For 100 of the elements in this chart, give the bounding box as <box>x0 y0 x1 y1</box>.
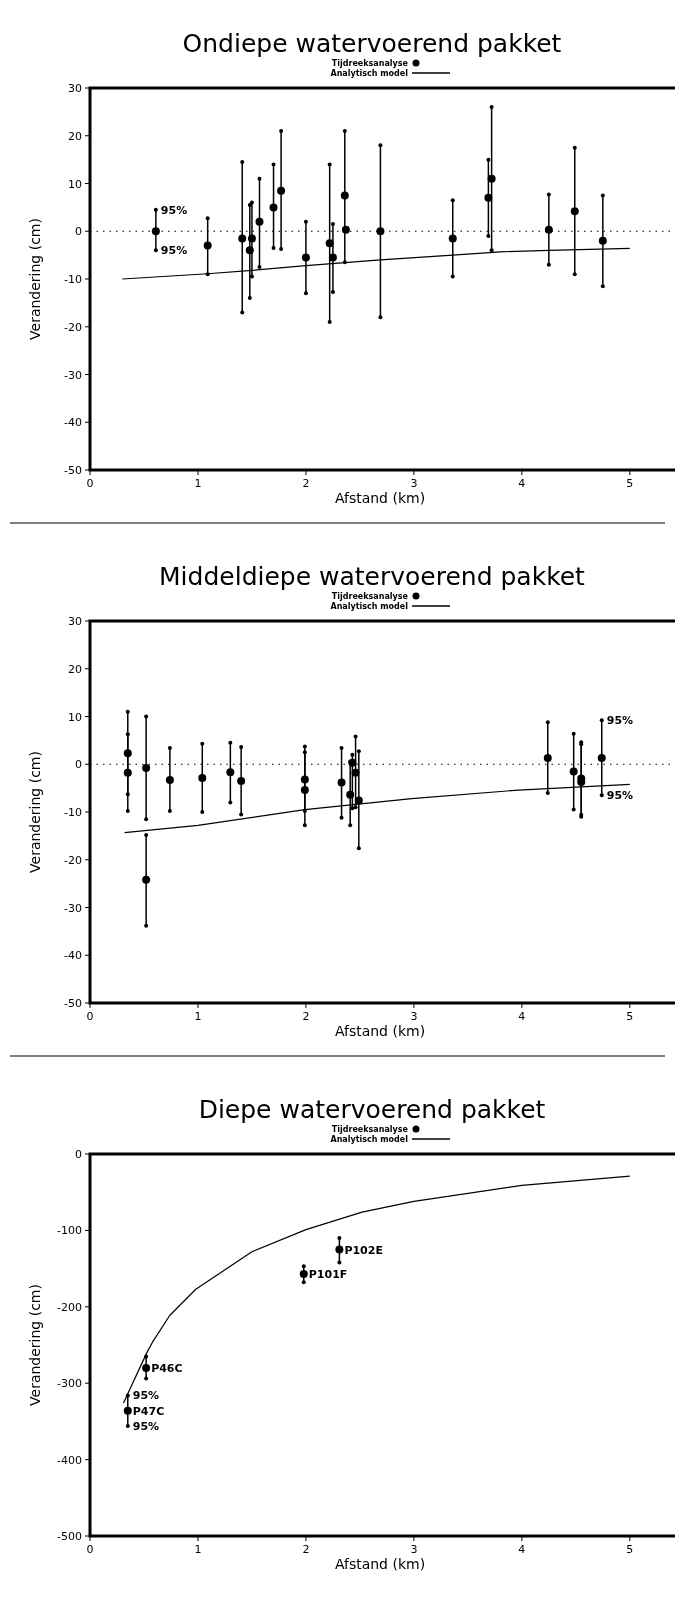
annotation: 95% <box>160 203 188 217</box>
annotation: 95% <box>606 789 634 803</box>
annotation: P101F <box>308 1267 348 1281</box>
point <box>543 754 552 763</box>
point <box>569 767 578 776</box>
point <box>300 775 309 784</box>
y-tick-label: -500 <box>57 1530 82 1543</box>
x-tick-label: 1 <box>194 1543 202 1556</box>
point <box>340 191 349 200</box>
x-tick-label: 3 <box>410 477 418 490</box>
x-tick-label: 0 <box>86 477 94 490</box>
point <box>597 754 606 763</box>
point <box>226 768 235 777</box>
point <box>354 796 363 805</box>
legend-label: Tijdreeksanalyse <box>331 1125 409 1134</box>
point <box>544 225 553 234</box>
point <box>203 241 212 250</box>
chart-title: Ondiepe watervoerend pakket <box>182 29 562 58</box>
x-tick-label: 4 <box>518 477 526 490</box>
annotation: P102E <box>344 1243 383 1257</box>
x-tick-label: 5 <box>626 1010 634 1023</box>
y-tick-label: -400 <box>57 1453 82 1467</box>
x-tick-label: 3 <box>410 1543 418 1556</box>
annotation: 95% <box>132 1419 160 1433</box>
point <box>142 875 151 884</box>
annotation: 95% <box>132 1389 160 1403</box>
y-tick-label: -100 <box>57 1224 82 1238</box>
y-tick-label: 10 <box>68 177 82 191</box>
x-tick-label: 0 <box>86 1543 94 1556</box>
x-tick-label: 1 <box>194 1010 202 1023</box>
point <box>300 786 309 795</box>
x-axis-title: Afstand (km) <box>334 490 426 506</box>
annotation: 95% <box>606 714 634 728</box>
legend-label: Tijdreeksanalyse <box>331 59 409 68</box>
legend-label: Analytisch model <box>330 1135 409 1144</box>
chart-title: Diepe watervoerend pakket <box>198 1095 546 1124</box>
x-tick-label: 4 <box>518 1010 526 1023</box>
y-tick-label: -40 <box>64 416 82 430</box>
point <box>337 778 346 787</box>
y-tick-label: 0 <box>75 758 82 772</box>
point <box>299 1269 308 1278</box>
x-tick-label: 1 <box>194 477 202 490</box>
y-tick-label: -40 <box>64 949 82 963</box>
x-tick-label: 5 <box>626 477 634 490</box>
y-tick-label: -200 <box>57 1300 82 1314</box>
x-axis-title: Afstand (km) <box>334 1556 426 1572</box>
y-tick-label: -30 <box>64 901 82 915</box>
y-tick-label: 0 <box>75 1148 82 1161</box>
x-tick-label: 2 <box>302 1543 310 1556</box>
y-tick-label: -20 <box>64 320 82 334</box>
y-tick-label: 20 <box>68 662 82 676</box>
y-tick-label: 30 <box>68 615 82 628</box>
point <box>247 234 256 243</box>
y-tick-label: -10 <box>64 806 82 819</box>
point <box>123 768 132 777</box>
point <box>484 193 493 202</box>
y-tick-label: -30 <box>64 368 82 382</box>
point <box>335 1245 344 1254</box>
point <box>123 749 132 758</box>
y-tick-label: 10 <box>68 710 82 724</box>
point <box>487 174 496 183</box>
point <box>328 253 337 262</box>
x-tick-label: 5 <box>626 1543 634 1556</box>
point <box>245 246 254 255</box>
point <box>255 217 264 226</box>
point <box>142 764 151 773</box>
annotation: P47C <box>132 1404 165 1418</box>
y-tick-label: 0 <box>75 225 82 239</box>
x-tick-label: 4 <box>518 1543 526 1556</box>
x-tick-label: 2 <box>302 1010 310 1023</box>
point <box>570 207 579 216</box>
point <box>269 203 278 212</box>
point <box>376 227 385 236</box>
point <box>348 758 357 767</box>
y-tick-label: 30 <box>68 82 82 95</box>
annotation: P46C <box>151 1361 183 1375</box>
y-axis-title: Verandering (cm) <box>27 1284 43 1406</box>
point <box>238 234 247 243</box>
point <box>341 225 350 234</box>
y-tick-label: 20 <box>68 129 82 143</box>
annotation: 95% <box>160 244 188 258</box>
point <box>198 774 207 783</box>
y-tick-label: -10 <box>64 273 82 286</box>
x-tick-label: 3 <box>410 1010 418 1023</box>
legend-label: Tijdreeksanalyse <box>331 592 409 601</box>
point <box>351 768 360 777</box>
point <box>142 1363 151 1372</box>
legend-label: Analytisch model <box>330 602 409 611</box>
x-tick-label: 0 <box>86 1010 94 1023</box>
y-axis-title: Verandering (cm) <box>27 751 43 873</box>
legend-label: Analytisch model <box>330 69 409 78</box>
point <box>301 253 310 262</box>
point <box>325 239 334 248</box>
chart-title: Middeldiepe watervoerend pakket <box>159 562 586 591</box>
y-tick-label: -20 <box>64 853 82 867</box>
x-tick-label: 2 <box>302 477 310 490</box>
y-tick-label: -300 <box>57 1377 82 1391</box>
point <box>277 186 286 195</box>
point <box>448 234 457 243</box>
x-axis-title: Afstand (km) <box>334 1023 426 1039</box>
